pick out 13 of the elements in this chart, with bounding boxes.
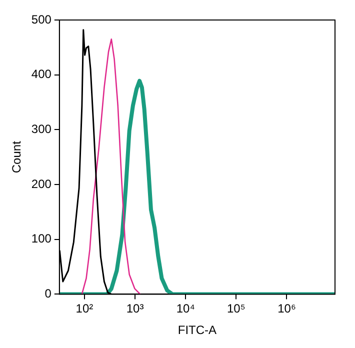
y-tick-label: 100 bbox=[31, 232, 52, 246]
x-tick-label: 10² bbox=[76, 302, 94, 316]
y-tick-label: 200 bbox=[31, 176, 52, 191]
y-tick-label: 0 bbox=[44, 286, 52, 301]
x-axis-title: FITC-A bbox=[178, 323, 217, 338]
y-axis-title: Count bbox=[10, 140, 24, 174]
y-tick-label: 300 bbox=[31, 122, 52, 136]
x-tick-label: 10⁶ bbox=[278, 302, 296, 316]
x-tick-label: 10³ bbox=[126, 302, 144, 316]
x-tick-label: 10⁵ bbox=[227, 302, 246, 316]
y-tick-label: 500 bbox=[31, 12, 52, 26]
x-tick-label: 10⁴ bbox=[176, 302, 195, 316]
y-tick-label: 400 bbox=[31, 67, 52, 82]
